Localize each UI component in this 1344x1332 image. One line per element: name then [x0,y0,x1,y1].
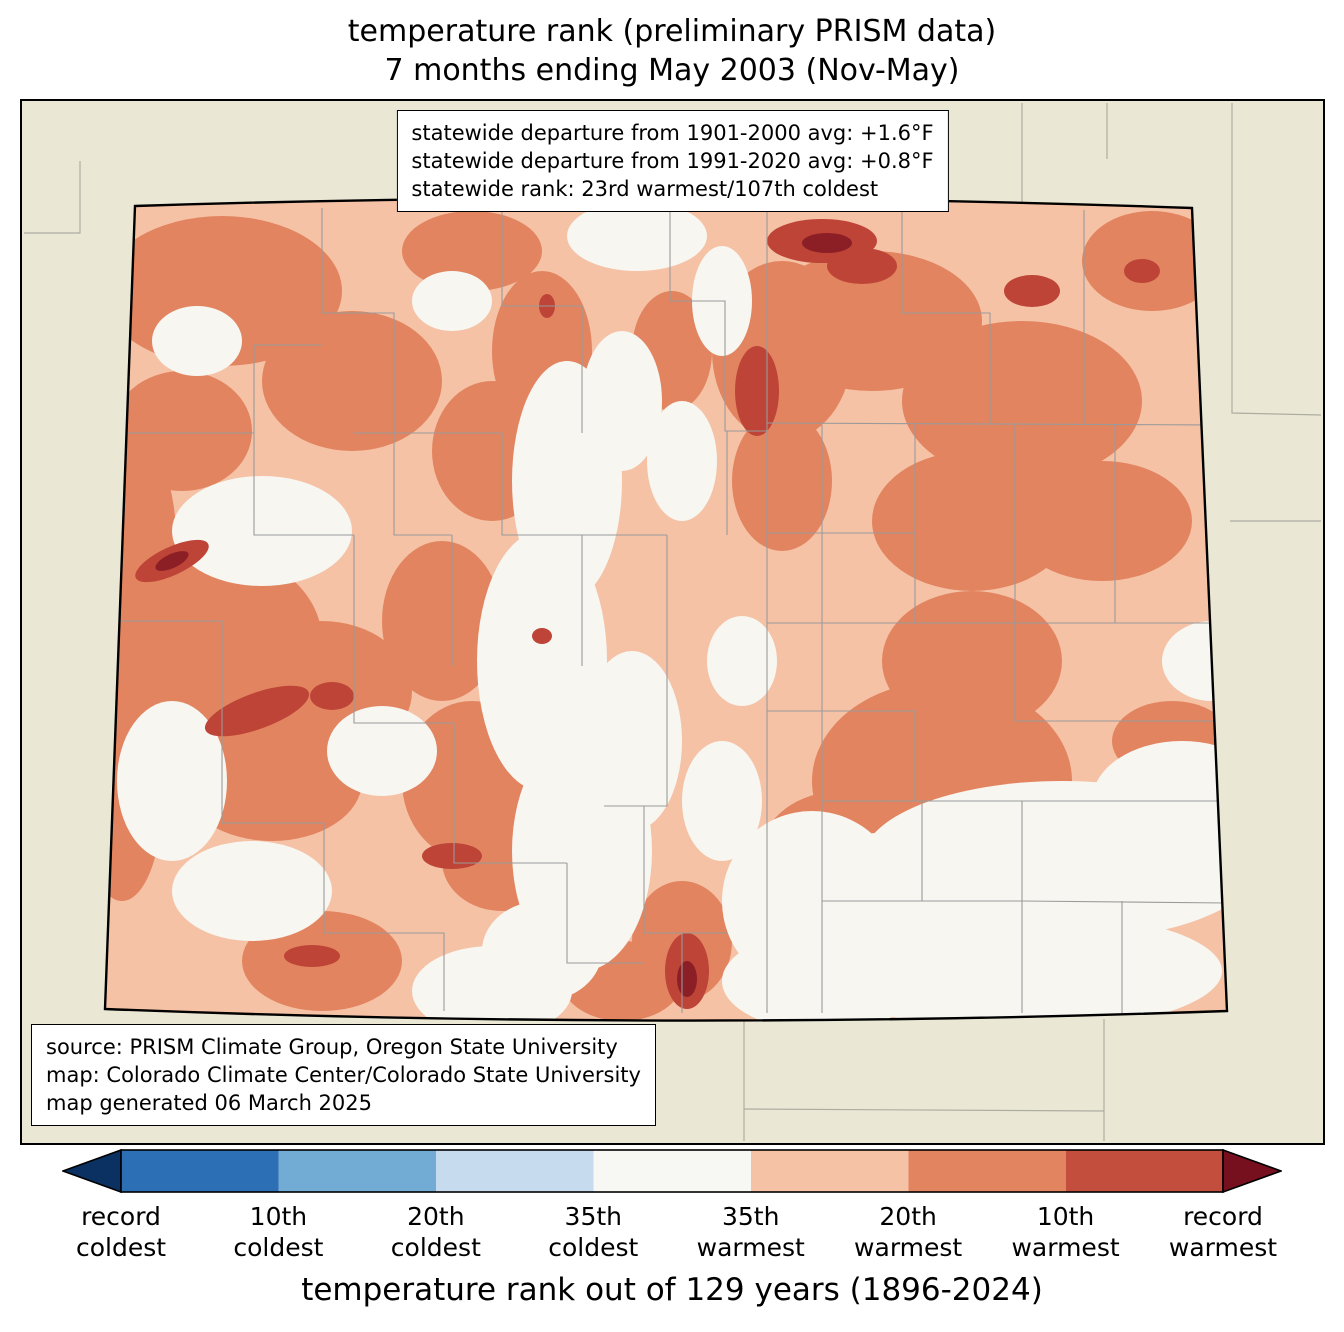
source-line-3: map generated 06 March 2025 [46,1090,373,1115]
stats-line-1: statewide departure from 1901-2000 avg: … [411,121,934,145]
colorbar-label-10th-coldest: 10th coldest [233,1202,324,1262]
county-lines [110,208,1227,1013]
colorbar-label-35th-warmest: 35th warmest [696,1202,805,1262]
colorbar-label-record-coldest: record coldest [75,1202,167,1262]
colorbar-segments [121,1150,1223,1192]
colorbar-svg [60,1148,1284,1194]
colorbar-left-arrow [60,1148,122,1194]
colorbar-label-10th-warmest: 10th warmest [1011,1202,1120,1262]
rank-fill-layers [105,197,1227,1021]
colorado-map-svg [24,103,1322,1141]
colorbar-caption: temperature rank out of 129 years (1896-… [301,1272,1043,1308]
stats-box: statewide departure from 1901-2000 avg: … [396,110,949,213]
colorbar-label-35th-coldest: 35th coldest [548,1202,639,1262]
figure-title: temperature rank (preliminary PRISM data… [0,12,1344,90]
neighbor-county-lines [24,103,1322,1141]
stats-line-3: statewide rank: 23rd warmest/107th colde… [411,177,879,202]
source-line-2: map: Colorado Climate Center/Colorado St… [46,1062,641,1087]
title-line-1: temperature rank (preliminary PRISM data… [347,14,997,49]
colorbar-right-arrow [1222,1148,1284,1194]
colorbar-label-record-warmest: record warmest [1168,1202,1278,1262]
map-area: statewide departure from 1901-2000 avg: … [20,99,1325,1145]
stats-line-2: statewide departure from 1991-2020 avg: … [411,149,934,174]
colorbar-label-20th-warmest: 20th warmest [854,1202,963,1262]
colorbar-label-20th-coldest: 20th coldest [390,1202,481,1262]
colorbar-labels: record coldest 10th coldest 20th coldest 35… [76,1202,1277,1272]
title-line-2: 7 months ending May 2003 (Nov-May) [384,53,960,88]
source-line-1: source: PRISM Climate Group, Oregon Stat… [46,1034,618,1059]
colorbar [60,1148,1284,1195]
source-box: source: PRISM Climate Group, Oregon Stat… [31,1023,656,1126]
